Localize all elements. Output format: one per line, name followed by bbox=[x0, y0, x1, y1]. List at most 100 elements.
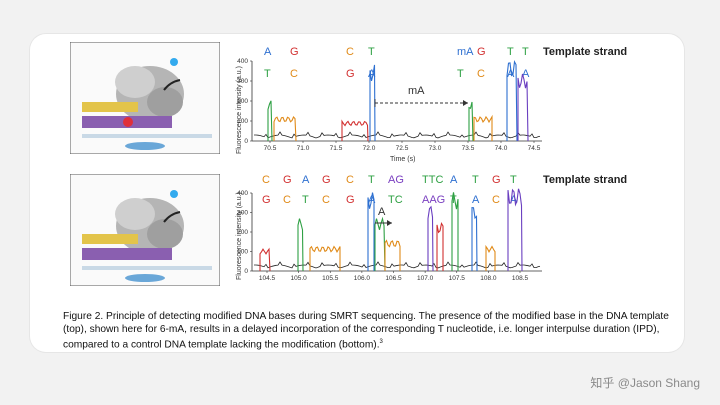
top-base-top: G bbox=[477, 46, 486, 58]
pulse-trace bbox=[374, 216, 386, 272]
top-base-bottom: T bbox=[457, 68, 464, 80]
y-tick-label: 0 bbox=[244, 138, 248, 145]
pulse-trace bbox=[473, 114, 493, 141]
baseline-trace bbox=[254, 131, 541, 139]
x-tick-label: 105.5 bbox=[322, 275, 339, 282]
figure-caption: Figure 2. Principle of detecting modifie… bbox=[63, 310, 683, 352]
bottom-y-axis-title: Fluorescence intensity (a.u.) bbox=[236, 192, 243, 280]
x-tick-label: 71.5 bbox=[330, 145, 343, 152]
bottom-base-top: TTC bbox=[422, 174, 444, 186]
bottom-base-bottom: G bbox=[262, 194, 271, 206]
bottom-panel: Template strand C G A G C T AG TTC A T G T G C T C G A TC A… bbox=[0, 168, 720, 308]
top-base-bottom: A bbox=[507, 68, 515, 80]
pulse-trace bbox=[451, 192, 459, 271]
x-tick-label: 73.0 bbox=[429, 145, 442, 152]
bottom-base-top: AG bbox=[388, 174, 404, 186]
x-tick-label: 107.0 bbox=[417, 275, 434, 282]
pulse-trace bbox=[471, 206, 478, 272]
top-base-top: C bbox=[346, 46, 354, 58]
x-tick-label: 108.5 bbox=[512, 275, 529, 282]
y-tick-label: 200 bbox=[237, 98, 248, 105]
bottom-base-bottom: AAG bbox=[422, 194, 446, 206]
x-tick-label: 73.5 bbox=[462, 145, 475, 152]
caption-superscript: 3 bbox=[379, 339, 383, 346]
bottom-base-top: A bbox=[450, 174, 458, 186]
y-tick-label: 300 bbox=[237, 210, 248, 217]
x-tick-label: 106.5 bbox=[385, 275, 402, 282]
pulse-trace bbox=[369, 64, 376, 142]
bottom-base-top: T bbox=[472, 174, 479, 186]
pulse-trace bbox=[273, 116, 297, 142]
pulse-trace bbox=[367, 192, 375, 271]
y-tick-label: 400 bbox=[237, 190, 248, 197]
x-tick-label: 74.0 bbox=[495, 145, 508, 152]
top-trace-plot: 400 300 200 100 0 70.5 71.0 71.5 72.0 72.5 73.0 73.… bbox=[237, 58, 542, 152]
watermark: 知乎 @Jason Shang bbox=[590, 376, 700, 390]
bottom-base-bottom: C bbox=[492, 194, 500, 206]
top-base-top: T bbox=[368, 46, 375, 58]
top-base-bottom: G bbox=[346, 68, 355, 80]
x-tick-label: 72.5 bbox=[396, 145, 409, 152]
top-base-bottom: C bbox=[477, 68, 485, 80]
bottom-base-top: A bbox=[302, 174, 310, 186]
pulse-trace bbox=[485, 244, 496, 271]
bottom-base-top: G bbox=[492, 174, 501, 186]
top-schematic bbox=[70, 42, 220, 154]
top-base-bottom: A bbox=[522, 68, 530, 80]
bottom-strand-label: Template strand bbox=[543, 174, 628, 186]
top-base-bottom: A bbox=[368, 68, 376, 80]
pulse-trace bbox=[309, 245, 341, 271]
ipd-arrow-head bbox=[387, 220, 392, 226]
top-base-top: T bbox=[507, 46, 514, 58]
bottom-base-top: T bbox=[510, 174, 517, 186]
bottom-base-bottom: C bbox=[283, 194, 291, 206]
caption-text: Figure 2. Principle of detecting modifie… bbox=[63, 311, 669, 351]
bottom-base-bottom: T bbox=[302, 194, 309, 206]
top-x-axis-title: Time (s) bbox=[390, 156, 416, 163]
bottom-annotation: A bbox=[378, 206, 386, 218]
bottom-schematic bbox=[70, 174, 220, 286]
bottom-base-top: T bbox=[368, 174, 375, 186]
top-base-bottom: T bbox=[264, 68, 271, 80]
bottom-base-bottom: A bbox=[510, 194, 518, 206]
bottom-base-bottom: G bbox=[346, 194, 355, 206]
bottom-trace-plot: 400 300 200 100 0 104.5 105.0 105.5 106.0 106.5 10… bbox=[237, 188, 542, 282]
pulse-trace bbox=[506, 60, 518, 142]
x-tick-label: 108.0 bbox=[480, 275, 497, 282]
x-tick-label: 107.5 bbox=[449, 275, 466, 282]
bottom-base-top: C bbox=[262, 174, 270, 186]
x-tick-label: 104.5 bbox=[259, 275, 276, 282]
bottom-base-bottom: C bbox=[322, 194, 330, 206]
y-tick-label: 0 bbox=[244, 268, 248, 275]
pulse-trace bbox=[341, 119, 369, 142]
top-base-top: T bbox=[522, 46, 529, 58]
pulse-trace bbox=[267, 100, 273, 142]
top-strand-label: Template strand bbox=[543, 46, 628, 58]
pulse-trace bbox=[468, 101, 474, 142]
y-tick-label: 300 bbox=[237, 78, 248, 85]
top-annotation: mA bbox=[408, 85, 425, 97]
top-base-top: mA bbox=[457, 46, 474, 58]
bottom-base-bottom: A bbox=[472, 194, 480, 206]
pulse-trace bbox=[297, 218, 304, 272]
bottom-base-top: G bbox=[322, 174, 331, 186]
pulse-trace bbox=[436, 222, 444, 271]
y-tick-label: 400 bbox=[237, 58, 248, 65]
top-base-bottom: C bbox=[290, 68, 298, 80]
y-tick-label: 100 bbox=[237, 118, 248, 125]
pulse-trace bbox=[427, 205, 434, 272]
top-base-top: A bbox=[264, 46, 272, 58]
y-tick-label: 200 bbox=[237, 229, 248, 236]
top-base-top: G bbox=[290, 46, 299, 58]
x-tick-label: 74.5 bbox=[528, 145, 541, 152]
bottom-base-top: G bbox=[283, 174, 292, 186]
bottom-base-bottom: T bbox=[450, 194, 457, 206]
pulse-trace bbox=[517, 73, 529, 142]
x-tick-label: 106.0 bbox=[354, 275, 371, 282]
bottom-base-bottom: TC bbox=[388, 194, 403, 206]
x-tick-label: 71.0 bbox=[297, 145, 310, 152]
pulse-trace bbox=[384, 239, 401, 271]
bottom-base-top: C bbox=[346, 174, 354, 186]
x-tick-label: 105.0 bbox=[290, 275, 307, 282]
